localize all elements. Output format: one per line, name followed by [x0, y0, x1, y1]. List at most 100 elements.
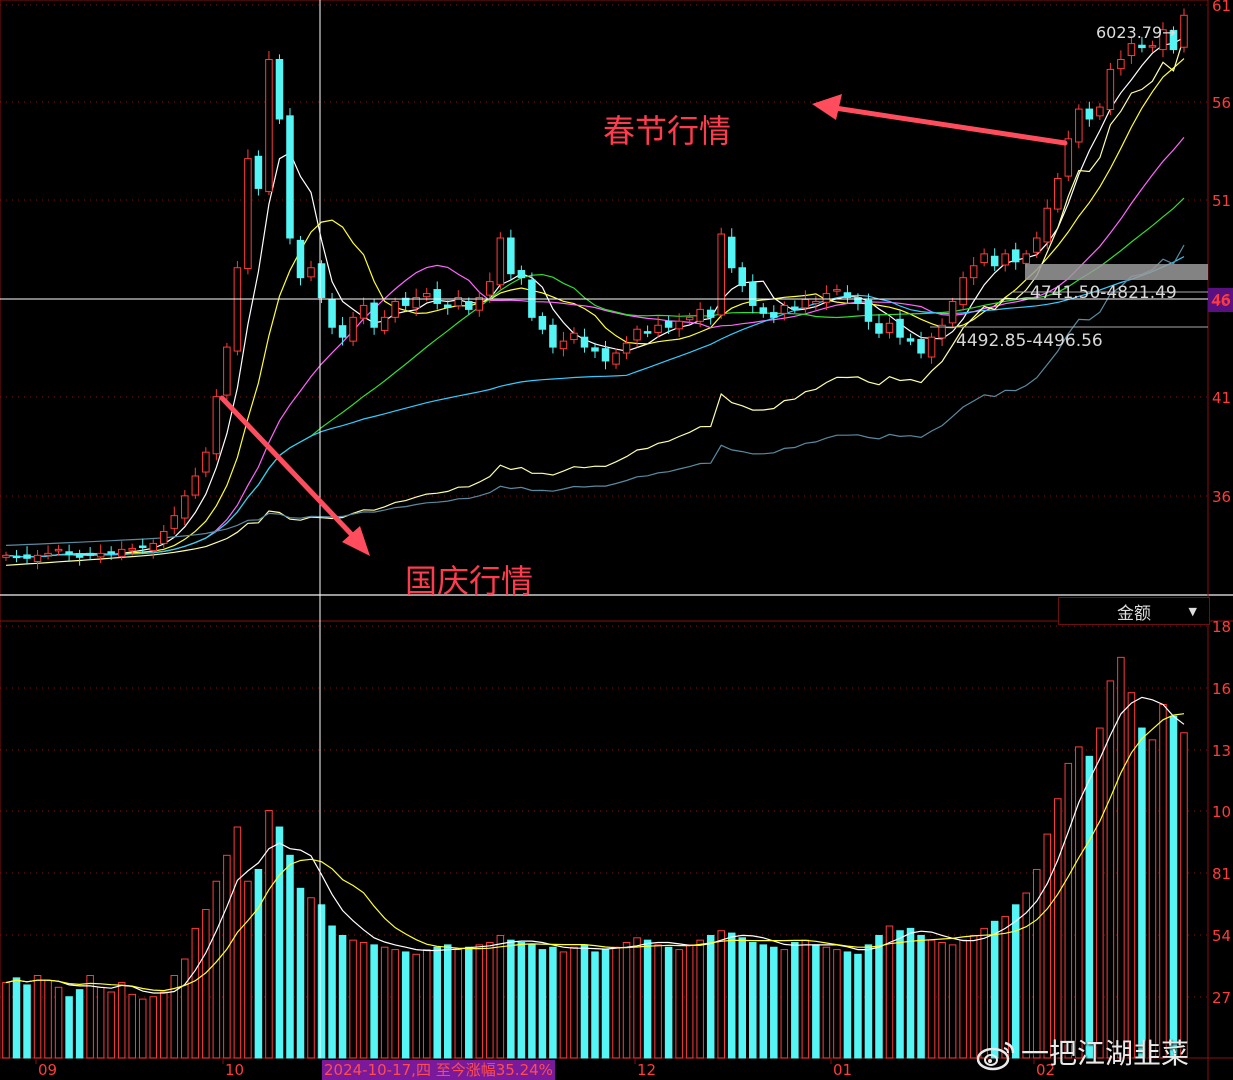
ma-line: [5, 37, 1185, 558]
date-tick-label: 09: [38, 1061, 57, 1079]
volume-indicator-dropdown[interactable]: 金额 ▼: [1058, 597, 1210, 625]
candle-body: [622, 342, 631, 354]
candle-body: [370, 302, 378, 328]
volume-bar: [1075, 746, 1083, 1059]
candle-body: [275, 59, 284, 120]
candle-body: [181, 495, 189, 519]
volume-bar: [223, 854, 231, 1059]
volume-bar: [244, 880, 252, 1059]
volume-bar: [370, 944, 378, 1059]
volume-bar: [1138, 727, 1146, 1059]
volume-bar: [1180, 732, 1188, 1059]
date-tick-label: 10: [225, 1061, 244, 1079]
candle-body: [1180, 14, 1188, 48]
candle-body: [2, 554, 10, 558]
volume-bar: [128, 993, 136, 1059]
date-tick-label: 02: [1036, 1061, 1055, 1079]
candle-body: [906, 338, 915, 342]
candle-body: [254, 155, 263, 189]
volume-bar: [23, 984, 31, 1059]
volume-bar: [770, 946, 778, 1059]
volume-tick-label: 10: [1212, 803, 1231, 821]
candle-body: [54, 548, 63, 552]
volume-tick-label: 18: [1212, 618, 1231, 636]
candle-body: [1169, 30, 1178, 51]
volume-tick-label: 16: [1212, 680, 1231, 698]
candle-body: [107, 551, 115, 554]
volume-bar: [549, 946, 557, 1059]
weibo-logo-icon: [976, 1041, 1015, 1071]
volume-bar: [107, 991, 115, 1059]
volume-tick-label: 54: [1212, 927, 1231, 945]
volume-bar: [654, 944, 662, 1059]
volume-indicator-label: 金额: [1117, 603, 1151, 624]
candle-body: [812, 300, 820, 304]
volume-bar: [433, 946, 441, 1059]
date-tick-label: 12: [637, 1061, 656, 1079]
volume-bar: [822, 946, 831, 1059]
candle-body: [549, 324, 557, 348]
volume-bar: [885, 925, 894, 1059]
volume-bar: [1096, 727, 1104, 1059]
volume-bar: [296, 887, 305, 1059]
volume-bar: [1106, 680, 1115, 1059]
arrow-shaft: [832, 105, 1068, 146]
range-band: [1025, 264, 1208, 280]
volume-bar: [160, 991, 168, 1059]
volume-bar: [86, 975, 94, 1059]
candle-body: [822, 293, 831, 303]
volume-bar: [633, 937, 641, 1059]
volume-bar: [948, 944, 957, 1059]
volume-bar: [980, 927, 988, 1059]
volume-tick-label: 27: [1212, 989, 1231, 1007]
volume-bar: [706, 934, 715, 1059]
volume-bar: [622, 942, 631, 1059]
candle-body: [580, 336, 589, 348]
volume-bar: [854, 953, 862, 1059]
volume-bar: [1117, 656, 1125, 1059]
volume-bar: [1064, 762, 1073, 1059]
volume-bar: [990, 920, 999, 1059]
volume-bar: [759, 944, 768, 1059]
candle-body: [317, 263, 326, 298]
range-top-label: 4741.50-4821.49: [1030, 283, 1177, 303]
volume-bar: [465, 946, 473, 1059]
volume-bars: [2, 656, 1188, 1059]
candle-body: [1075, 108, 1083, 143]
crosshair-value-label: 46: [1211, 292, 1230, 310]
volume-bar: [391, 949, 399, 1059]
ma-line: [5, 36, 1185, 566]
volume-bar: [664, 946, 673, 1059]
volume-bar: [1001, 916, 1009, 1059]
candle-body: [1096, 106, 1104, 117]
volume-ma-line: [5, 696, 1185, 994]
candle-body: [969, 265, 978, 279]
volume-bar: [864, 944, 873, 1059]
candle-body: [654, 324, 662, 333]
candle-body: [780, 304, 789, 314]
candle-body: [675, 320, 683, 330]
candle-body: [412, 297, 420, 309]
volume-bar: [1022, 892, 1030, 1059]
volume-bar: [75, 989, 84, 1059]
volume-bar: [181, 958, 189, 1059]
candle-body: [864, 299, 873, 322]
volume-bar: [1011, 904, 1020, 1059]
annotation-spring-festival: 春节行情: [603, 112, 731, 150]
volume-bar: [2, 982, 10, 1059]
candle-body: [1054, 178, 1062, 210]
candle-body: [643, 331, 652, 334]
candle-body: [801, 298, 810, 309]
candle-body: [727, 236, 736, 269]
volume-bar: [938, 942, 946, 1059]
candle-body: [160, 531, 168, 544]
candle-body: [717, 233, 725, 316]
candle-body: [791, 306, 799, 310]
candle-body: [980, 253, 988, 264]
candle-body: [465, 300, 473, 310]
price-moving-averages: [5, 36, 1185, 566]
watermark: 一把江湖韭菜: [975, 1032, 1189, 1072]
candle-body: [44, 552, 52, 556]
volume-ma-line: [5, 713, 1185, 992]
